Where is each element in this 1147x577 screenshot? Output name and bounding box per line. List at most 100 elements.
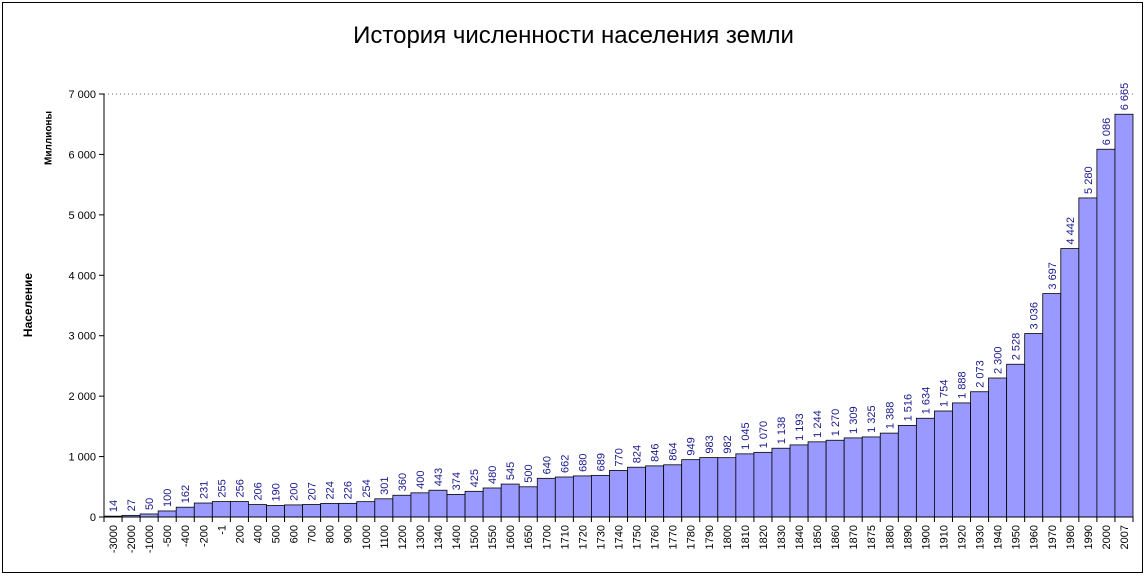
data-label: 400	[415, 470, 427, 488]
x-tick-label: 1810	[740, 525, 752, 549]
data-label: 207	[307, 482, 319, 500]
bar	[572, 475, 592, 518]
x-tick-label: 1340	[433, 525, 445, 549]
y-tick-label: 6 000	[68, 149, 96, 161]
x-tick-label: 1600	[505, 525, 517, 549]
data-label: 983	[704, 435, 716, 453]
data-label: 1 888	[957, 371, 969, 399]
data-label: 1 270	[830, 409, 842, 437]
x-tick-label: 1740	[614, 525, 626, 549]
y-tick-label: 2 000	[68, 391, 96, 403]
bar	[482, 487, 502, 518]
bar	[807, 441, 827, 518]
bar	[554, 476, 574, 518]
x-tick-label: 1960	[1029, 525, 1041, 549]
data-label: 6 086	[1101, 118, 1113, 146]
x-tick-label: 500	[271, 525, 283, 543]
bar	[753, 451, 773, 518]
data-label: 1 516	[902, 394, 914, 422]
bar	[193, 502, 213, 518]
x-tick-label: 200	[234, 525, 246, 543]
bar	[1042, 293, 1062, 518]
bar	[970, 391, 989, 518]
data-label: 1 388	[884, 402, 896, 430]
bar	[500, 483, 520, 518]
bar	[915, 417, 935, 518]
bar	[320, 503, 340, 518]
data-label: 846	[650, 444, 662, 462]
x-tick-label: 1000	[361, 525, 373, 549]
x-tick-label: 1780	[686, 525, 698, 549]
x-tick-label: 1200	[397, 525, 409, 549]
data-label: 1 193	[794, 413, 806, 441]
x-tick-label: 1300	[415, 525, 427, 549]
bar	[771, 447, 791, 518]
y-tick-label: 0	[90, 512, 96, 524]
data-label: 1 045	[740, 422, 752, 450]
x-tick-label: 1875	[866, 525, 878, 549]
data-label: 2 528	[1011, 333, 1023, 361]
data-label: 50	[144, 498, 156, 510]
x-tick-label: -3000	[108, 525, 120, 553]
bar	[356, 501, 376, 518]
y-tick-label: 1 000	[68, 452, 96, 464]
x-tick-label: 1980	[1065, 525, 1077, 549]
x-tick-label: -2000	[126, 525, 138, 553]
data-label: 864	[668, 442, 680, 460]
data-label: 200	[289, 483, 301, 501]
x-tick-label: 1840	[794, 525, 806, 549]
data-label: 2 300	[993, 346, 1005, 374]
x-tick-label: -400	[180, 525, 192, 547]
bar	[735, 453, 755, 518]
data-label: 1 634	[920, 387, 932, 415]
data-label: 1 138	[776, 417, 788, 445]
bar	[897, 424, 917, 518]
y-tick-label: 7 000	[68, 89, 96, 101]
x-tick-label: 1860	[830, 525, 842, 549]
x-tick-label: -200	[198, 525, 210, 547]
bar	[302, 504, 322, 518]
x-tick-label: 2000	[1101, 525, 1113, 549]
bar	[789, 444, 809, 518]
data-label: 374	[451, 472, 463, 490]
bar	[663, 464, 683, 518]
x-tick-label: 1910	[938, 525, 950, 549]
data-label: 480	[487, 466, 499, 484]
bar	[681, 459, 701, 518]
x-tick-label: 1970	[1047, 525, 1059, 549]
x-tick-label: 1790	[704, 525, 716, 549]
bar	[392, 494, 412, 518]
bar	[284, 504, 303, 518]
x-tick-label: 1400	[451, 525, 463, 549]
bar	[266, 505, 285, 518]
data-label: 689	[595, 453, 607, 471]
bar	[861, 436, 881, 518]
chart-title: История численности населения земли	[353, 22, 794, 49]
bar	[627, 466, 646, 518]
x-tick-label: 1500	[469, 525, 481, 549]
bar	[338, 502, 358, 518]
x-tick-label: 1550	[487, 525, 499, 549]
data-label: 14	[108, 500, 120, 512]
x-tick-label: 1700	[541, 525, 553, 549]
bar	[175, 506, 195, 518]
x-tick-label: 1720	[577, 525, 589, 549]
bar	[157, 510, 177, 518]
y-tick-label: 4 000	[68, 270, 96, 282]
y-tick-label: 3 000	[68, 331, 96, 343]
x-tick-label: 1890	[902, 525, 914, 549]
bar	[428, 489, 448, 518]
data-label: 680	[577, 454, 589, 472]
data-label: 1 244	[812, 410, 824, 438]
bar	[952, 402, 971, 518]
data-label: 640	[541, 456, 553, 474]
data-label: 949	[686, 437, 698, 455]
bar	[1114, 113, 1134, 518]
bar	[410, 492, 430, 518]
data-label: 255	[216, 479, 228, 497]
x-tick-label: 1940	[993, 525, 1005, 549]
x-tick-label: -500	[162, 525, 174, 547]
bar	[229, 501, 249, 518]
x-tick-label: 800	[325, 525, 337, 543]
bar	[1060, 248, 1080, 518]
